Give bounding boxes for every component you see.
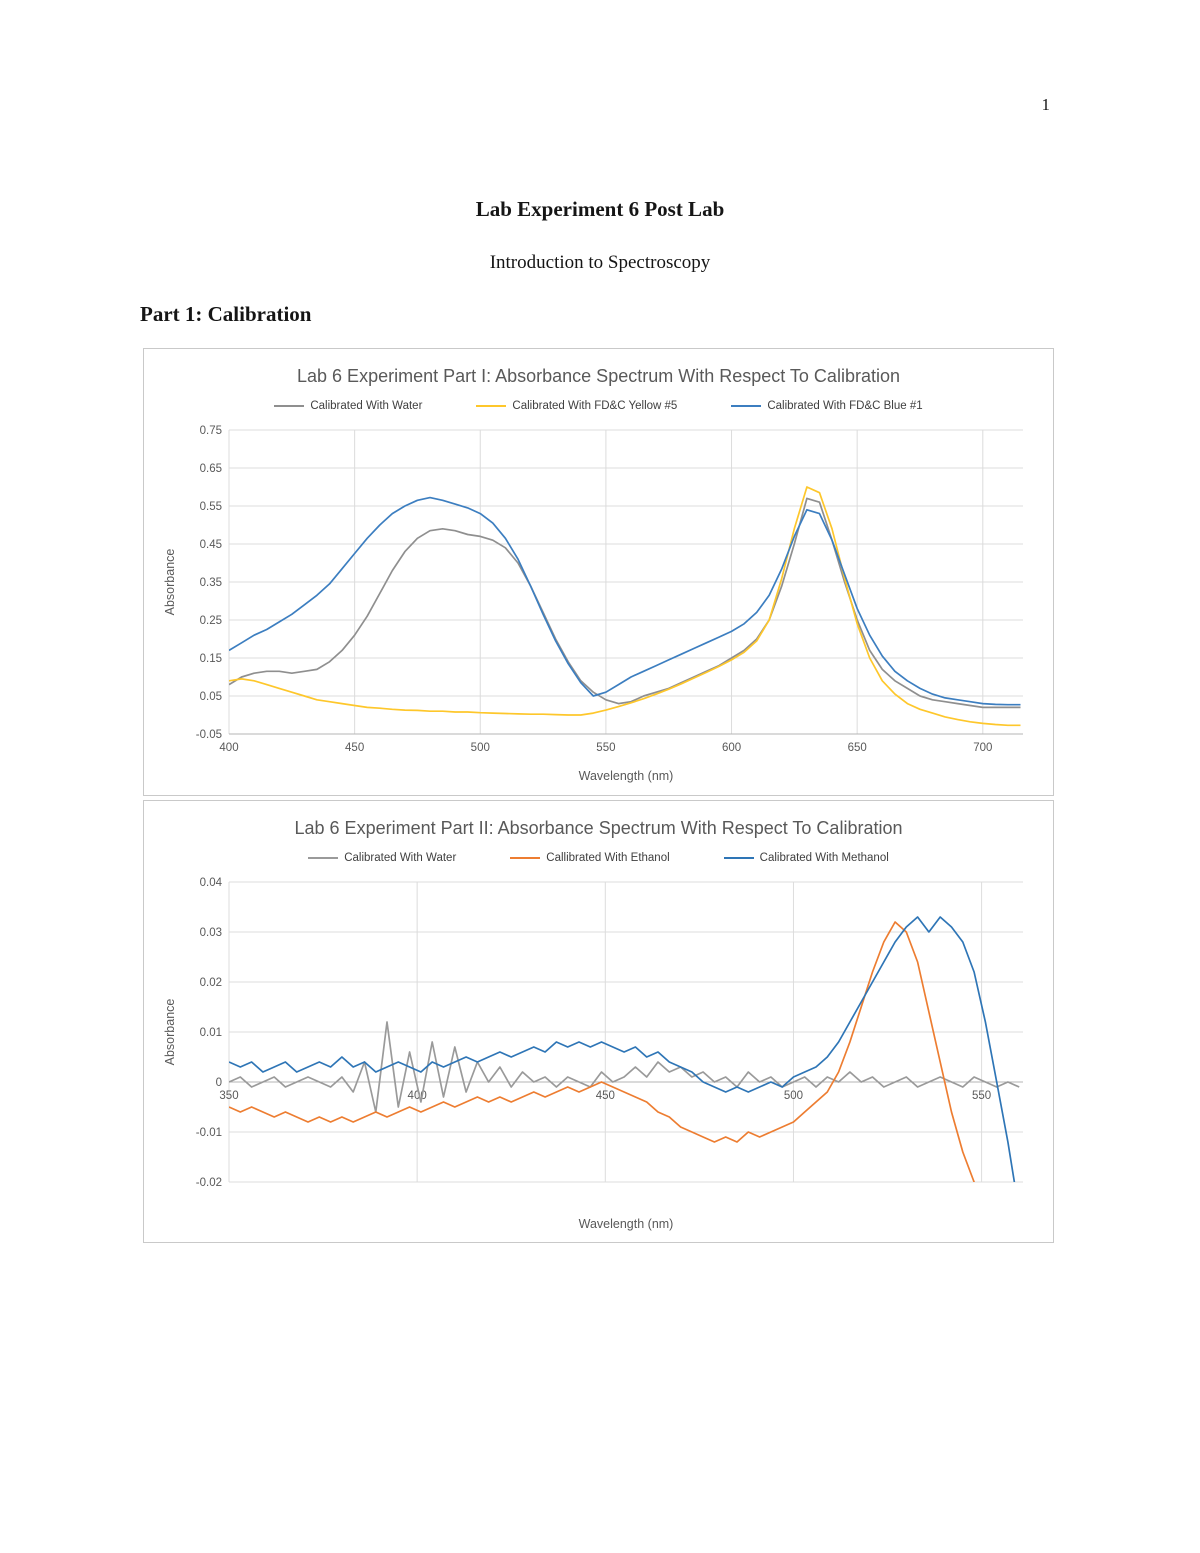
chart-part1-plot: 0.75 0.65 0.55 0.45 0.35 0.25 0.15 0.05 -0.05400… bbox=[163, 425, 1023, 783]
gridlines bbox=[228, 429, 1023, 735]
y-tick-label: 0.75 bbox=[199, 425, 221, 437]
legend-line-sample bbox=[510, 857, 541, 859]
x-tick-label: 700 bbox=[973, 742, 992, 754]
x-axis-title: Wavelength (nm) bbox=[578, 769, 673, 783]
chart-part1-container: Lab 6 Experiment Part I: Absorbance Spec… bbox=[143, 348, 1054, 796]
y-tick-label: 0.35 bbox=[199, 577, 221, 589]
chart-legend: Calibrated With Water Calibrated With FD&… bbox=[144, 400, 1053, 412]
legend-item: Calibrated With Methanol bbox=[723, 852, 889, 864]
legend-item: Callibrated With Ethanol bbox=[510, 852, 670, 864]
x-tick-label: 400 bbox=[219, 742, 238, 754]
legend-label: Calibrated With FD&C Blue #1 bbox=[767, 400, 923, 412]
section-heading: Part 1: Calibration bbox=[140, 302, 312, 326]
chart-part2-container: Lab 6 Experiment Part II: Absorbance Spe… bbox=[143, 800, 1054, 1243]
series-line-1 bbox=[228, 921, 975, 1182]
legend-line-sample bbox=[308, 857, 339, 859]
y-tick-label: -0.02 bbox=[195, 1177, 221, 1189]
legend-line-sample bbox=[274, 405, 305, 407]
y-tick-label: 0.01 bbox=[199, 1027, 221, 1039]
legend-label: Calibrated With FD&C Yellow #5 bbox=[512, 400, 678, 412]
y-tick-label: 0.55 bbox=[199, 501, 221, 513]
x-tick-label: 450 bbox=[595, 1090, 614, 1102]
x-tick-label: 650 bbox=[847, 742, 866, 754]
legend-item: Calibrated With FD&C Blue #1 bbox=[731, 400, 923, 412]
series-line-1 bbox=[228, 486, 1020, 727]
x-tick-label: 450 bbox=[345, 742, 364, 754]
doc-title: Lab Experiment 6 Post Lab bbox=[475, 197, 725, 221]
legend-item: Calibrated With FD&C Yellow #5 bbox=[476, 400, 677, 412]
x-axis-title: Wavelength (nm) bbox=[578, 1217, 673, 1231]
x-tick-label: 350 bbox=[219, 1090, 238, 1102]
y-tick-label: 0.65 bbox=[199, 463, 221, 475]
y-tick-label: 0.15 bbox=[199, 653, 221, 665]
gridlines bbox=[228, 881, 1023, 1183]
chart-legend: Calibrated With Water Callibrated With Et… bbox=[144, 852, 1053, 864]
x-tick-label: 550 bbox=[596, 742, 615, 754]
legend-label: Calibrated With Methanol bbox=[759, 852, 889, 864]
y-tick-label: -0.01 bbox=[195, 1127, 221, 1139]
y-tick-label: 0.25 bbox=[199, 615, 221, 627]
x-tick-label: 400 bbox=[407, 1090, 426, 1102]
x-tick-label: 500 bbox=[470, 742, 489, 754]
legend-item: Calibrated With Water bbox=[274, 400, 422, 412]
y-tick-label: 0.45 bbox=[199, 539, 221, 551]
series-line-0 bbox=[228, 497, 1020, 709]
doc-subtitle: Introduction to Spectroscopy bbox=[489, 252, 711, 273]
chart-part2-plot: 0.04 0.03 0.02 0.01 0 -0.01 -0.02 350 400 450 500 5… bbox=[163, 877, 1023, 1231]
series-line-2 bbox=[228, 916, 1015, 1182]
series-line-2 bbox=[228, 496, 1020, 706]
y-tick-label: 0.04 bbox=[199, 877, 222, 889]
y-tick-label: 0.03 bbox=[199, 927, 221, 939]
x-tick-label: 500 bbox=[783, 1090, 802, 1102]
series-line-0 bbox=[228, 1021, 1020, 1113]
chart-title: Lab 6 Experiment Part II: Absorbance Spe… bbox=[294, 818, 903, 838]
y-tick-label: 0.05 bbox=[199, 691, 221, 703]
x-tick-label: 600 bbox=[721, 742, 740, 754]
page-number: 1 bbox=[1041, 95, 1051, 114]
legend-label: Calibrated With Water bbox=[310, 400, 423, 412]
y-tick-label: 0 bbox=[215, 1077, 221, 1089]
legend-line-sample bbox=[476, 405, 507, 407]
y-axis-title: Absorbance bbox=[163, 549, 177, 616]
legend-line-sample bbox=[731, 405, 762, 407]
x-tick-label: 550 bbox=[972, 1090, 991, 1102]
legend-item: Calibrated With Water bbox=[308, 852, 456, 864]
legend-label: Calibrated With Water bbox=[344, 852, 457, 864]
y-tick-label: -0.05 bbox=[195, 729, 221, 741]
legend-label: Callibrated With Ethanol bbox=[546, 852, 670, 864]
legend-line-sample bbox=[723, 857, 754, 859]
y-tick-label: 0.02 bbox=[199, 977, 221, 989]
y-axis-title: Absorbance bbox=[163, 999, 177, 1066]
chart-title: Lab 6 Experiment Part I: Absorbance Spec… bbox=[297, 366, 900, 386]
